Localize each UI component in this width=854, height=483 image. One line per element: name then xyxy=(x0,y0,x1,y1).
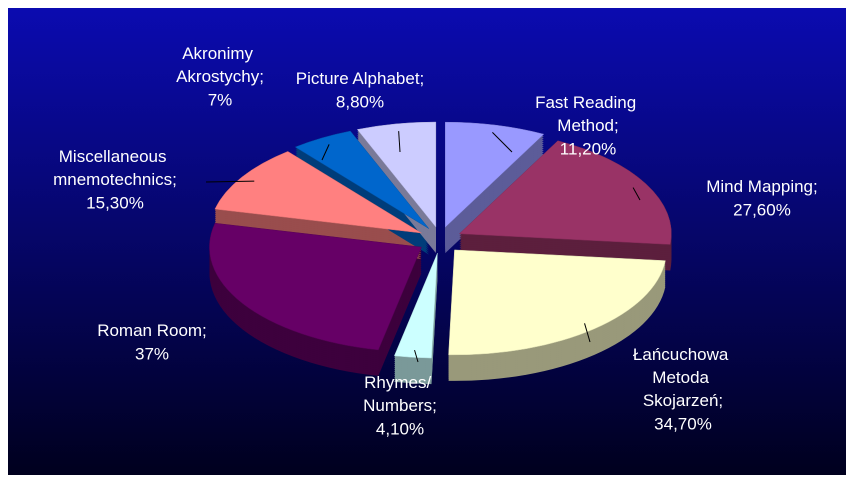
leader-line xyxy=(584,323,591,343)
value-label: 34,70% xyxy=(654,414,712,433)
leader-line xyxy=(321,144,330,161)
slice xyxy=(445,121,545,228)
label-line: Łańcuchowa xyxy=(633,345,733,364)
value-label: 37% xyxy=(135,344,169,363)
slice xyxy=(458,140,672,245)
label-line: Picture Alphabet; xyxy=(296,69,425,88)
label-line: Rhymes/ xyxy=(364,373,436,392)
value-label: 11,20% xyxy=(560,139,616,158)
category-label: Picture Alphabet; xyxy=(296,69,425,88)
label-line: Skojarzeń; xyxy=(643,391,723,410)
label-line: Numbers; xyxy=(363,396,437,415)
category-label: Roman Room; xyxy=(97,321,207,340)
category-label: Fast Reading Method; xyxy=(535,93,641,135)
label-line: Mind Mapping; xyxy=(706,177,818,196)
value-label: 7% xyxy=(208,90,233,109)
label-line: Metoda xyxy=(652,368,713,387)
slice-tops xyxy=(209,121,672,359)
slice xyxy=(294,130,430,229)
leader-line xyxy=(414,349,419,363)
slice xyxy=(209,222,422,351)
label-line: Akrostychy; xyxy=(176,67,264,86)
value-label: 15,30% xyxy=(86,193,144,212)
labels: Fast Reading Method; 11,20% Mind Mapping; 2… xyxy=(53,44,818,438)
slice xyxy=(214,151,422,234)
slice xyxy=(448,249,666,356)
leader-line xyxy=(492,132,513,153)
leader-line xyxy=(398,131,401,153)
category-label: Akronimy Akrostychy; xyxy=(176,44,264,86)
label-line: mnemotechnics; xyxy=(53,170,177,189)
leader-line xyxy=(205,180,255,183)
category-label: Rhymes/ Numbers; xyxy=(363,373,437,415)
label-line: Miscellaneous xyxy=(59,147,171,166)
value-label: 27,60% xyxy=(733,200,791,219)
value-label: 4,10% xyxy=(376,419,424,438)
category-label: Łańcuchowa Metoda Skojarzeń; xyxy=(633,345,733,410)
value-label: 8,80% xyxy=(336,92,384,111)
label-line: Roman Room; xyxy=(97,321,207,340)
category-label: Mind Mapping; xyxy=(706,177,818,196)
category-label: Miscellaneous mnemotechnics; xyxy=(53,147,177,189)
leader-line xyxy=(632,187,641,201)
label-line: Akronimy xyxy=(182,44,258,63)
label-line: Method; xyxy=(557,116,618,135)
label-line: Fast Reading xyxy=(535,93,641,112)
slice xyxy=(393,253,438,359)
slice xyxy=(356,121,437,228)
